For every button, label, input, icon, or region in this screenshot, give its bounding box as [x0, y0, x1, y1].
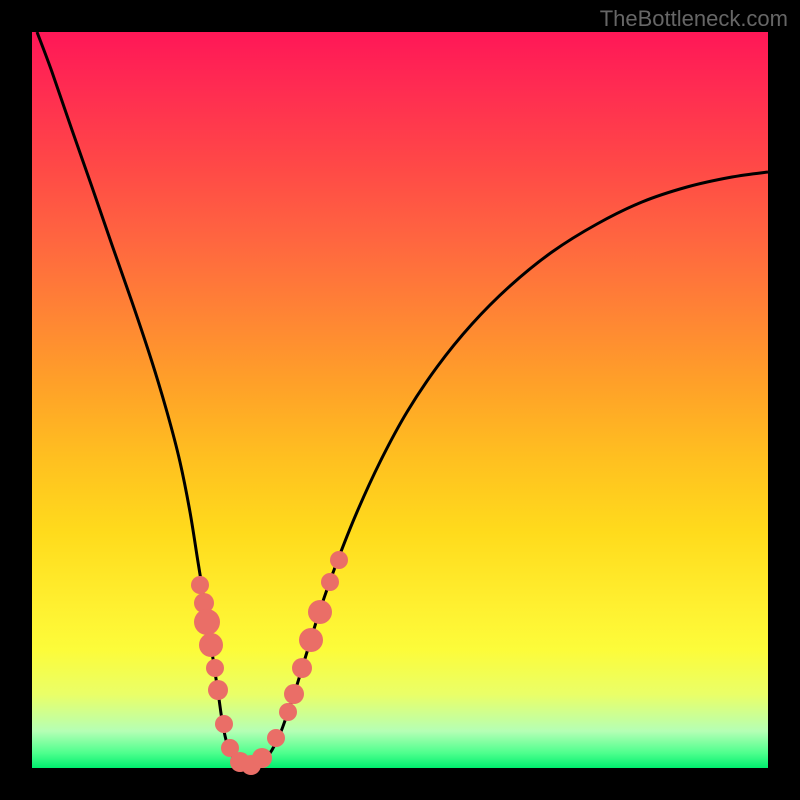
data-marker: [330, 551, 348, 569]
data-marker: [292, 658, 312, 678]
curve-layer: [32, 32, 768, 768]
data-marker: [279, 703, 297, 721]
data-marker: [191, 576, 209, 594]
data-marker: [199, 633, 223, 657]
data-marker: [321, 573, 339, 591]
data-marker: [206, 659, 224, 677]
data-marker: [299, 628, 323, 652]
data-marker: [284, 684, 304, 704]
data-marker: [208, 680, 228, 700]
watermark-text: TheBottleneck.com: [600, 6, 788, 32]
data-marker: [194, 609, 220, 635]
data-marker: [267, 729, 285, 747]
data-marker: [308, 600, 332, 624]
data-marker: [215, 715, 233, 733]
data-marker: [252, 748, 272, 768]
bottleneck-curve: [37, 32, 768, 767]
plot-area: [32, 32, 768, 768]
